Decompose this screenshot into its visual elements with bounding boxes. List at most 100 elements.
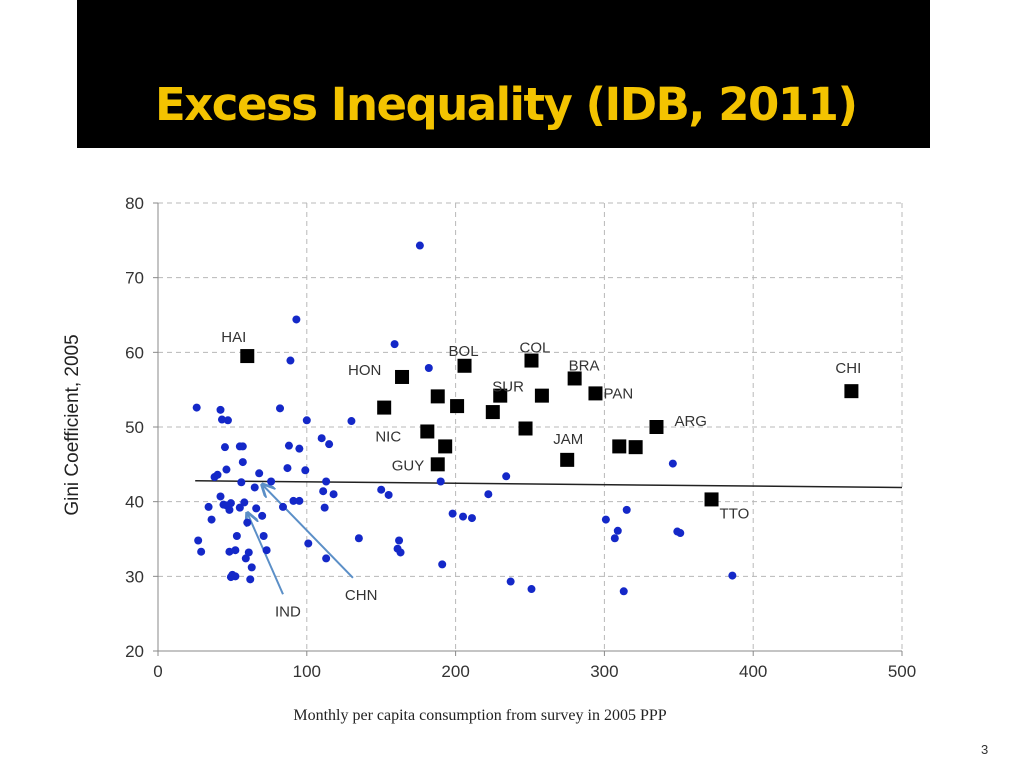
data-point <box>197 547 206 556</box>
country-label: HAI <box>221 329 246 346</box>
labeled-data-point <box>240 349 255 364</box>
country-label: TTO <box>720 505 750 522</box>
data-point <box>255 469 264 478</box>
data-point <box>676 529 685 538</box>
data-point <box>384 490 393 499</box>
axes <box>153 202 903 656</box>
data-point <box>467 514 476 523</box>
labeled-data-point <box>438 439 453 454</box>
data-point <box>258 511 267 520</box>
data-points <box>192 241 859 596</box>
data-point <box>267 477 276 486</box>
labeled-data-point <box>567 371 582 386</box>
data-point <box>252 504 261 513</box>
data-point <box>395 536 404 545</box>
data-point <box>225 505 234 514</box>
data-point <box>622 505 631 514</box>
data-point <box>284 441 293 450</box>
data-point <box>244 548 253 557</box>
data-point <box>286 356 295 365</box>
data-point <box>292 315 301 324</box>
country-label: PAN <box>603 385 633 402</box>
country-label: HON <box>348 362 381 379</box>
data-point <box>325 440 334 449</box>
data-point <box>459 512 468 521</box>
labeled-data-point <box>377 400 392 415</box>
data-point <box>377 485 386 494</box>
country-label: ARG <box>674 413 707 430</box>
data-point <box>619 587 628 596</box>
data-point <box>223 416 232 425</box>
country-label: COL <box>519 340 550 357</box>
country-label: JAM <box>553 431 583 448</box>
data-point <box>302 416 311 425</box>
data-point <box>304 539 313 548</box>
data-point <box>231 572 240 581</box>
data-point <box>317 434 326 443</box>
tick-labels: 0 100 200 300 400 500 20 30 40 50 60 70 80 <box>125 194 916 681</box>
x-tick-label: 100 <box>293 662 321 681</box>
data-point <box>322 554 331 563</box>
data-point <box>322 477 331 486</box>
data-point <box>222 465 231 474</box>
labeled-data-point <box>420 424 435 439</box>
data-point <box>289 496 298 505</box>
x-tick-label: 500 <box>888 662 916 681</box>
page-number: 3 <box>981 742 989 757</box>
labeled-data-point <box>628 440 643 455</box>
data-point <box>347 417 356 426</box>
data-point <box>235 503 244 512</box>
data-point <box>502 472 511 481</box>
labeled-data-point <box>450 399 465 414</box>
data-point <box>728 571 737 580</box>
labeled-data-point <box>612 439 627 454</box>
data-point <box>259 532 268 541</box>
data-point <box>232 532 241 541</box>
y-tick-label: 50 <box>125 418 144 437</box>
data-point <box>240 498 249 507</box>
country-label: GUY <box>392 457 425 474</box>
data-point <box>278 502 287 511</box>
trend-line-group <box>195 480 903 489</box>
x-tick-label: 300 <box>590 662 618 681</box>
data-point <box>276 404 285 413</box>
data-point <box>329 490 338 499</box>
data-point <box>217 415 226 424</box>
data-point <box>241 554 250 563</box>
data-point <box>610 534 619 543</box>
labeled-data-point <box>457 358 472 373</box>
data-point <box>438 560 447 569</box>
y-tick-label: 80 <box>125 194 144 213</box>
data-point <box>436 477 445 486</box>
data-point <box>192 403 201 412</box>
data-point <box>246 575 255 584</box>
data-point <box>295 444 304 453</box>
data-point <box>527 585 536 594</box>
data-point <box>250 483 259 492</box>
data-point <box>262 546 271 555</box>
labeled-data-point <box>518 421 533 436</box>
data-point <box>204 502 213 511</box>
labeled-data-point <box>430 457 445 472</box>
labeled-data-point <box>649 420 664 434</box>
country-label: CHI <box>835 360 861 377</box>
data-point <box>194 536 203 545</box>
data-point <box>213 470 222 479</box>
data-point <box>237 478 246 487</box>
data-point <box>226 499 235 508</box>
data-point <box>283 464 292 473</box>
annotation-label: IND <box>275 603 301 620</box>
data-point <box>243 518 252 527</box>
data-point <box>613 526 622 535</box>
data-point <box>238 458 247 467</box>
data-point <box>448 509 457 518</box>
y-tick-label: 70 <box>125 269 144 288</box>
data-point <box>354 534 363 543</box>
y-axis-label: Gini Coefficient, 2005 <box>62 334 83 515</box>
labeled-data-point <box>844 384 859 399</box>
y-tick-label: 30 <box>125 567 144 586</box>
data-point <box>601 515 610 524</box>
data-point <box>301 466 310 475</box>
data-point <box>238 442 247 451</box>
